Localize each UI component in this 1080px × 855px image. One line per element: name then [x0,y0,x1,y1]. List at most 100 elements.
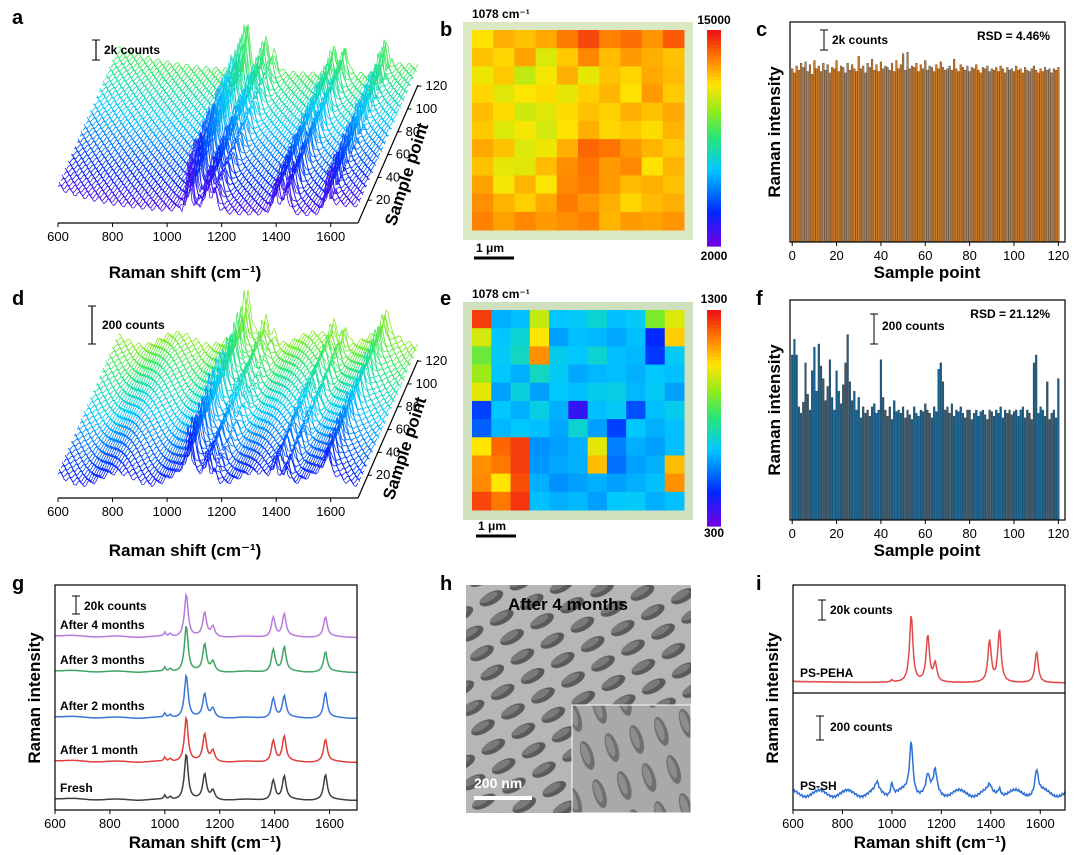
panel-f-bar [835,370,838,521]
panel-c-bar [1057,67,1060,243]
panel-a-spectrum-line [61,150,363,208]
panel-b-cell [641,211,664,231]
panel-c-bar [975,64,978,243]
panel-c-bar [970,67,973,243]
panel-b-colorbar-segment [707,62,721,67]
panel-b-cell [514,211,537,231]
panel-b-cell [493,157,515,176]
panel-e-cell [587,491,608,511]
panel-label-i: i [756,573,762,595]
panel-d-spectrum-line [77,399,379,441]
panel-e-colorbar-segment [707,500,721,505]
panel-f-x-tick-label: 0 [789,526,796,541]
panel-b-colorbar-segment [707,181,721,186]
panel-a-spectrum-line [98,61,400,123]
panel-e-cell [587,473,608,493]
panel-b-cell [599,193,621,213]
panel-e-cell [568,473,589,493]
panel-b-cell [535,157,558,176]
panel-e-colorbar-segment [707,410,721,415]
panel-b-colorbar-segment [707,98,721,103]
panel-e-cell [491,419,512,438]
panel-d-spectrum-line [70,411,372,458]
panel-b-cell [662,102,685,122]
panel-b-cell [472,120,494,140]
panel-b-cell [493,48,515,67]
panel-b-colorbar-segment [707,235,721,240]
panel-a-scale-bar: 2k counts [92,39,160,61]
panel-f-bar [808,409,811,521]
panel-e-cell [587,310,608,329]
panel-d-x-tick-label: 1200 [207,504,236,519]
panel-e-cell [606,473,627,493]
panel-b-scale-label: 1 μm [476,241,504,255]
panel-c-bar [1039,68,1042,243]
panel-f-bar [993,416,996,521]
panel-e-cell [626,400,646,420]
panel-c-bar [844,72,847,243]
panel-e-colorbar-segment [707,310,721,315]
panel-a-y-tick-label: 120 [426,78,448,93]
panel-b-colorbar-segment [707,148,721,153]
panel-b-cell [493,120,515,140]
panel-e-cell [645,382,666,402]
panel-b-cell [641,66,664,86]
panel-c-bar [1021,72,1024,243]
panel-g-xlabel: Raman shift (cm⁻¹) [129,833,282,852]
panel-b-cell [599,48,621,67]
panel-b-cell [662,193,685,213]
panel-e-cell [626,310,646,329]
panel-e-cell [549,473,569,493]
panel-e-colorbar-segment [707,436,721,441]
panel-e-colorbar-segment [707,320,721,325]
panel-e-cell [645,491,666,511]
panel-i-x-tick-label: 1600 [1026,816,1055,831]
panel-d-x-tick-label: 800 [102,504,124,519]
panel-c-bar [1055,69,1058,243]
panel-b-colorbar-segment [707,228,721,233]
panel-c-bar [924,60,927,243]
panel-d-waterfall: 600 800 1000 1200 1400 1600 20 40 60 80 100 120 200… [47,289,447,560]
panel-b-cell [599,175,621,195]
panel-e-cell [529,346,550,366]
panel-f-x-tick-label: 100 [1003,526,1025,541]
panel-d-spectrum-line [113,289,415,359]
panel-b-cell [599,139,621,158]
panel-b-cell [556,48,579,67]
panel-e-colorbar-segment [707,400,721,405]
panel-b-cell [556,102,579,122]
panel-c-bar [1017,69,1020,243]
panel-d-spectrum-line [95,350,397,401]
panel-c-x-tick-label: 0 [789,248,796,263]
panel-f-bar [919,409,922,521]
panel-b-colorbar-segment [707,73,721,78]
panel-e-cell [626,328,646,347]
panel-f-bar [1039,406,1042,521]
panel-f-bar [930,417,933,521]
panel-b-cell [620,66,643,86]
panel-e-cell [549,328,569,347]
panel-e-cell [626,473,646,493]
panel-i-name-ps-peha: PS-PEHA [800,666,854,680]
panel-h-scale-label: 200 nm [474,775,522,791]
panel-b-cell [514,193,537,213]
panel-e-cell [587,455,608,475]
panel-e-cell [549,382,569,402]
panel-b-cell [662,157,685,176]
panel-c-bar [928,65,931,243]
panel-d-y-tick-label: 60 [396,422,410,437]
panel-f-bar [897,409,900,521]
panel-e-cell [529,455,550,475]
panel-e-colorbar-segment [707,497,721,502]
panel-e-colorbar-segment [707,508,721,513]
panel-c-x-tick-label: 120 [1047,248,1069,263]
panel-f-bar [1041,409,1044,521]
panel-e-colorbar-segment [707,421,721,426]
panel-b-cell [599,30,621,49]
panel-f-bar [875,412,878,521]
panel-b-colorbar-segment [707,159,721,164]
panel-c-bar [913,67,916,243]
panel-e-cell [549,491,569,511]
panel-e-cell [626,419,646,438]
panel-b-colorbar-segment [707,174,721,179]
